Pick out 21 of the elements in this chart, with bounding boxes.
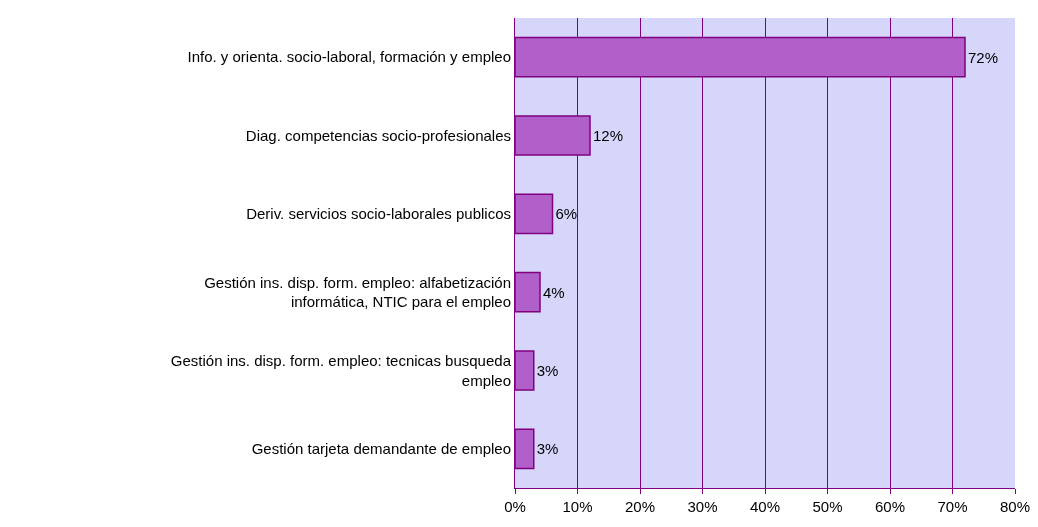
x-tick-label: 50% <box>812 498 843 515</box>
x-tick-label: 0% <box>504 498 526 515</box>
y-tick-label: Gestión tarjeta demandante de empleo <box>251 440 511 458</box>
y-tick-label: Diag. competencias socio-profesionales <box>245 126 511 144</box>
x-tick-label: 10% <box>562 498 593 515</box>
x-tick-label: 30% <box>687 498 718 515</box>
x-tick-label: 70% <box>937 498 968 515</box>
x-tick-label: 80% <box>999 498 1031 515</box>
y-tick-label: Info. y orienta. socio-laboral, formación y empleo <box>187 48 511 66</box>
y-tick-label: Gestión ins. disp. form. empleo: tecnicas busqueda empleo <box>170 352 512 389</box>
data-label: 3% <box>536 362 559 379</box>
x-tick-label: 20% <box>624 498 656 515</box>
data-label: 6% <box>555 205 578 223</box>
x-tick-label: 40% <box>749 498 781 515</box>
y-tick-label: Gestión ins. disp. form. empleo: alfabetización informática, NTIC para el empleo <box>204 273 511 311</box>
data-label: 12% <box>593 127 624 144</box>
x-tick-label: 60% <box>874 498 906 515</box>
data-label: 72% <box>968 48 999 66</box>
data-label: 4% <box>543 283 565 301</box>
data-label: 3% <box>536 440 559 458</box>
y-tick-label: Deriv. servicios socio-laborales publicos <box>246 205 511 223</box>
